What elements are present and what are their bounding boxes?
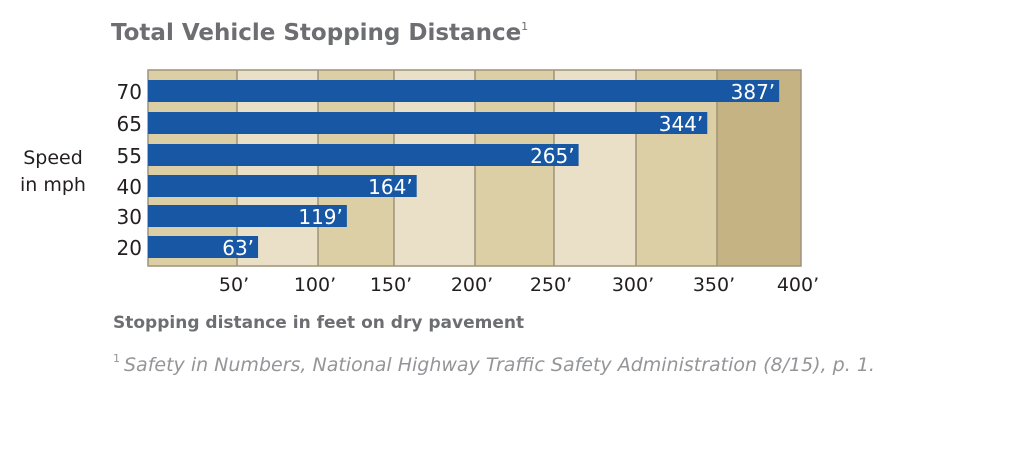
bar: [148, 236, 259, 258]
grid-band: [318, 70, 394, 266]
grid-band: [237, 70, 318, 266]
grid-band: [148, 70, 237, 266]
data-label: 344’: [659, 112, 704, 136]
bar: [148, 112, 708, 134]
y-tick-label: 20: [117, 236, 142, 260]
grid-band: [717, 70, 801, 266]
grid-band: [636, 70, 717, 266]
data-label: 119’: [298, 205, 343, 229]
bar: [148, 205, 347, 227]
y-tick-label: 40: [117, 175, 142, 199]
chart-title: Total Vehicle Stopping Distance1: [111, 20, 529, 46]
x-tick-label: 350’: [693, 274, 735, 296]
y-axis-label: Speed in mph: [20, 147, 86, 196]
grid-band: [475, 70, 554, 266]
y-tick-label: 70: [117, 80, 142, 104]
y-tick-label: 55: [117, 144, 142, 168]
bar: [148, 80, 780, 102]
grid-band: [394, 70, 475, 266]
x-tick-label: 100’: [294, 274, 336, 296]
bar: [148, 144, 579, 166]
x-tick-label: 50’: [219, 274, 249, 296]
data-label: 63’: [222, 236, 254, 260]
x-tick-label: 250’: [530, 274, 572, 296]
x-tick-label: 400’: [777, 274, 819, 296]
x-tick-label: 200’: [451, 274, 493, 296]
y-tick-label: 30: [117, 205, 142, 229]
data-label: 387’: [731, 80, 776, 104]
footnote: 1 Safety in Numbers, National Highway Tra…: [113, 352, 875, 376]
data-label: 265’: [530, 144, 575, 168]
grid-band: [554, 70, 636, 266]
x-tick-label: 150’: [370, 274, 412, 296]
data-label: 164’: [368, 175, 413, 199]
plot-frame: [147, 69, 802, 267]
bar: [148, 175, 417, 197]
x-tick-label: 300’: [612, 274, 654, 296]
y-tick-label: 65: [117, 112, 142, 136]
x-axis-label: Stopping distance in feet on dry pavemen…: [113, 313, 525, 333]
